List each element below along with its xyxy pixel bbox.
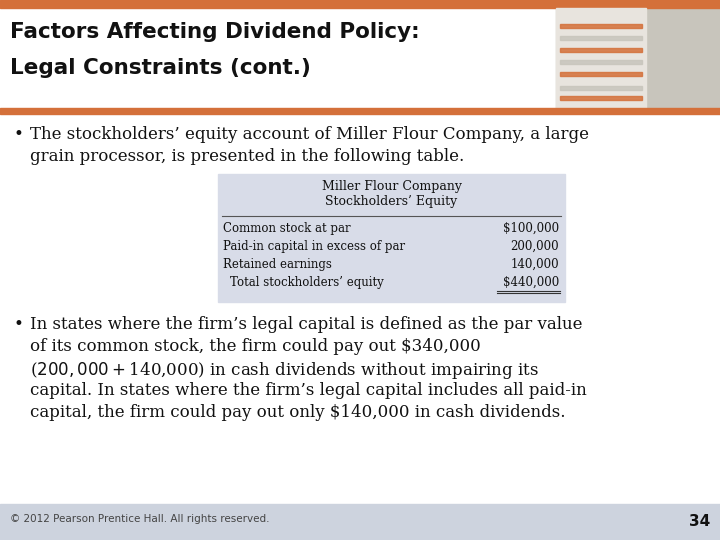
Text: 200,000: 200,000 bbox=[510, 240, 559, 253]
Text: of its common stock, the firm could pay out $340,000: of its common stock, the firm could pay … bbox=[30, 338, 481, 355]
Text: Retained earnings: Retained earnings bbox=[223, 258, 332, 271]
Text: Common stock at par: Common stock at par bbox=[223, 222, 351, 235]
Bar bbox=[556, 8, 720, 108]
Bar bbox=[560, 72, 642, 76]
Bar bbox=[0, 114, 720, 504]
Bar bbox=[560, 36, 642, 40]
Text: 34: 34 bbox=[689, 514, 710, 529]
Bar bbox=[556, 8, 647, 108]
Bar bbox=[560, 48, 642, 52]
Text: Factors Affecting Dividend Policy:: Factors Affecting Dividend Policy: bbox=[10, 22, 420, 42]
Text: Legal Constraints (cont.): Legal Constraints (cont.) bbox=[10, 58, 311, 78]
Text: grain processor, is presented in the following table.: grain processor, is presented in the fol… bbox=[30, 148, 464, 165]
Text: •: • bbox=[14, 316, 24, 333]
Text: Stockholders’ Equity: Stockholders’ Equity bbox=[325, 195, 458, 208]
Text: In states where the firm’s legal capital is defined as the par value: In states where the firm’s legal capital… bbox=[30, 316, 582, 333]
Text: Total stockholders’ equity: Total stockholders’ equity bbox=[230, 276, 384, 289]
Bar bbox=[560, 24, 642, 28]
Bar bbox=[0, 0, 720, 8]
Bar bbox=[218, 174, 565, 302]
Bar bbox=[0, 504, 720, 540]
Text: The stockholders’ equity account of Miller Flour Company, a large: The stockholders’ equity account of Mill… bbox=[30, 126, 589, 143]
Text: capital, the firm could pay out only $140,000 in cash dividends.: capital, the firm could pay out only $14… bbox=[30, 404, 565, 421]
Text: Paid-in capital in excess of par: Paid-in capital in excess of par bbox=[223, 240, 405, 253]
Bar bbox=[560, 96, 642, 100]
Text: capital. In states where the firm’s legal capital includes all paid-in: capital. In states where the firm’s lega… bbox=[30, 382, 587, 399]
Text: $440,000: $440,000 bbox=[503, 276, 559, 289]
Bar bbox=[560, 60, 642, 64]
Text: Miller Flour Company: Miller Flour Company bbox=[322, 180, 462, 193]
Text: © 2012 Pearson Prentice Hall. All rights reserved.: © 2012 Pearson Prentice Hall. All rights… bbox=[10, 514, 269, 524]
Text: $100,000: $100,000 bbox=[503, 222, 559, 235]
Bar bbox=[0, 8, 556, 108]
Text: ($200,000 + $140,000) in cash dividends without impairing its: ($200,000 + $140,000) in cash dividends … bbox=[30, 360, 539, 381]
Text: 140,000: 140,000 bbox=[510, 258, 559, 271]
Bar bbox=[0, 108, 720, 114]
Text: •: • bbox=[14, 126, 24, 143]
Bar bbox=[560, 86, 642, 90]
